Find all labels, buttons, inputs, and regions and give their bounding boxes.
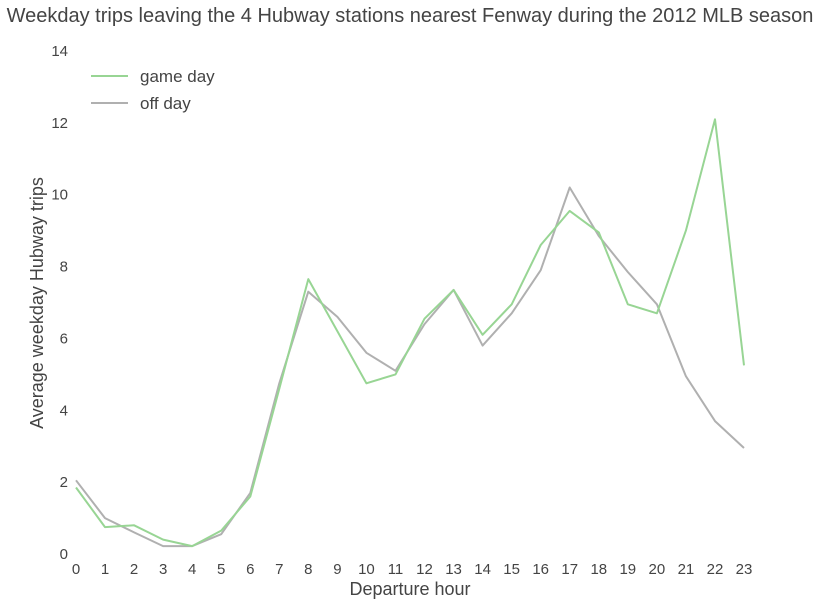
y-axis-label: Average weekday Hubway trips xyxy=(27,177,47,429)
x-tick-label: 10 xyxy=(358,561,375,578)
x-tick-label: 21 xyxy=(678,561,695,578)
y-tick-label: 8 xyxy=(60,259,68,276)
x-tick-label: 3 xyxy=(159,561,167,578)
x-tick-label: 22 xyxy=(707,561,724,578)
legend-label: game day xyxy=(140,67,215,86)
y-tick-label: 14 xyxy=(51,43,68,60)
x-tick-label: 0 xyxy=(72,561,80,578)
y-axis-ticks: 0 2 4 6 8 10 12 14 xyxy=(51,43,68,563)
x-tick-label: 19 xyxy=(619,561,636,578)
x-tick-label: 11 xyxy=(388,561,404,578)
x-tick-label: 13 xyxy=(445,561,462,578)
x-tick-label: 15 xyxy=(503,561,520,578)
x-tick-label: 12 xyxy=(416,561,433,578)
y-tick-label: 0 xyxy=(60,546,68,563)
x-tick-label: 18 xyxy=(590,561,607,578)
x-tick-label: 5 xyxy=(217,561,225,578)
x-axis-label: Departure hour xyxy=(349,579,470,599)
x-tick-label: 1 xyxy=(101,561,109,578)
series-line-game-day xyxy=(75,118,745,548)
x-tick-label: 8 xyxy=(304,561,312,578)
x-tick-label: 16 xyxy=(532,561,549,578)
x-tick-label: 4 xyxy=(188,561,196,578)
series-line-off-day xyxy=(75,186,745,548)
x-tick-label: 23 xyxy=(736,561,753,578)
chart-title: Weekday trips leaving the 4 Hubway stati… xyxy=(7,5,814,27)
x-tick-label: 17 xyxy=(561,561,578,578)
x-tick-label: 7 xyxy=(275,561,283,578)
y-tick-label: 6 xyxy=(60,330,68,347)
x-tick-label: 2 xyxy=(130,561,138,578)
x-axis-ticks: 0 1 2 3 4 5 6 7 8 9 10 11 12 13 14 15 16 17 18 19 20 21 22 23 xyxy=(72,561,753,578)
y-tick-label: 12 xyxy=(51,115,68,132)
x-tick-label: 14 xyxy=(474,561,491,578)
y-tick-label: 10 xyxy=(51,187,68,204)
series-lines xyxy=(75,118,745,548)
x-tick-label: 9 xyxy=(333,561,341,578)
y-tick-label: 2 xyxy=(60,474,68,491)
x-tick-label: 6 xyxy=(246,561,254,578)
legend-label: off day xyxy=(140,94,191,113)
y-tick-label: 4 xyxy=(60,402,68,419)
x-tick-label: 20 xyxy=(649,561,666,578)
legend: game day off day xyxy=(91,67,215,113)
